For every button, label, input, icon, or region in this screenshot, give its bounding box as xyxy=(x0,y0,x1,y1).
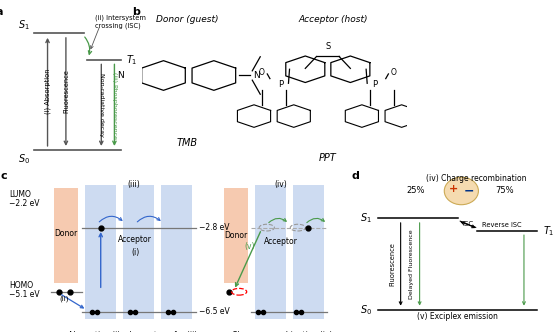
Bar xyxy=(224,188,248,283)
Text: Donor: Donor xyxy=(55,229,78,238)
Text: $S_0$: $S_0$ xyxy=(360,303,372,317)
Text: $S_1$: $S_1$ xyxy=(18,18,30,32)
Text: a: a xyxy=(0,7,3,17)
Text: $T_1$: $T_1$ xyxy=(126,53,138,67)
Text: S: S xyxy=(325,42,330,51)
Text: d: d xyxy=(352,171,359,181)
Text: $S_1$: $S_1$ xyxy=(360,211,372,225)
Text: 75%: 75% xyxy=(496,187,514,196)
Text: P: P xyxy=(278,80,283,89)
Text: −: − xyxy=(464,185,474,198)
Text: N: N xyxy=(253,71,261,80)
Text: PPT: PPT xyxy=(319,153,336,163)
Text: c: c xyxy=(1,171,7,181)
Text: 25%: 25% xyxy=(407,187,425,196)
Text: Reverse ISC: Reverse ISC xyxy=(482,222,522,228)
Text: (iii) Phosphorescence: (iii) Phosphorescence xyxy=(112,72,117,139)
Text: Acceptor (host): Acceptor (host) xyxy=(299,15,368,24)
Text: Fluorescence: Fluorescence xyxy=(389,242,395,286)
Text: (iv): (iv) xyxy=(274,180,287,189)
Text: +: + xyxy=(449,185,458,195)
Text: LUMO: LUMO xyxy=(9,190,31,199)
Text: O: O xyxy=(391,68,397,77)
Text: (v): (v) xyxy=(244,242,255,251)
Text: (iii): (iii) xyxy=(127,180,140,189)
Text: (iv) Charge recombination: (iv) Charge recombination xyxy=(426,174,527,183)
Text: (ii): (ii) xyxy=(60,296,69,302)
Text: $S_0$: $S_0$ xyxy=(18,152,30,166)
Bar xyxy=(254,185,286,319)
Text: P: P xyxy=(373,80,378,89)
Text: Delayed Fluorescence: Delayed Fluorescence xyxy=(408,229,413,299)
Bar xyxy=(54,188,78,283)
Text: (v) Exciplex emission: (v) Exciplex emission xyxy=(417,312,498,321)
Text: −2.2 eV: −2.2 eV xyxy=(9,199,40,208)
Text: (i): (i) xyxy=(131,248,140,257)
Text: Fluorescence: Fluorescence xyxy=(63,69,69,113)
Text: Acceptor: Acceptor xyxy=(118,235,152,244)
Text: O: O xyxy=(259,68,265,77)
Text: Non-radiative decay: Non-radiative decay xyxy=(99,73,104,137)
Text: b: b xyxy=(132,7,140,17)
Text: ISC: ISC xyxy=(463,221,474,227)
Text: −5.1 eV: −5.1 eV xyxy=(9,290,40,299)
Bar xyxy=(293,185,324,319)
Bar xyxy=(85,185,116,319)
Text: (i) Absorption: (i) Absorption xyxy=(44,68,51,114)
Text: (ii) Intersystem
crossing (ISC): (ii) Intersystem crossing (ISC) xyxy=(95,15,146,29)
Text: Acceptor: Acceptor xyxy=(264,237,297,246)
Text: Donor: Donor xyxy=(224,231,247,240)
Text: −2.8 eV: −2.8 eV xyxy=(199,223,230,232)
Circle shape xyxy=(444,177,478,205)
Text: HOMO: HOMO xyxy=(9,281,33,290)
Text: TMB: TMB xyxy=(177,137,198,148)
Text: Charge recombination (iv): Charge recombination (iv) xyxy=(232,331,333,332)
Text: $T_1$: $T_1$ xyxy=(543,224,555,238)
Text: Donor (guest): Donor (guest) xyxy=(156,15,219,24)
Bar xyxy=(161,185,193,319)
Bar xyxy=(123,185,155,319)
Text: N: N xyxy=(117,71,124,80)
Text: Absorption (i), charge transfer (ii),: Absorption (i), charge transfer (ii), xyxy=(68,331,199,332)
Text: −6.5 eV: −6.5 eV xyxy=(199,307,230,316)
